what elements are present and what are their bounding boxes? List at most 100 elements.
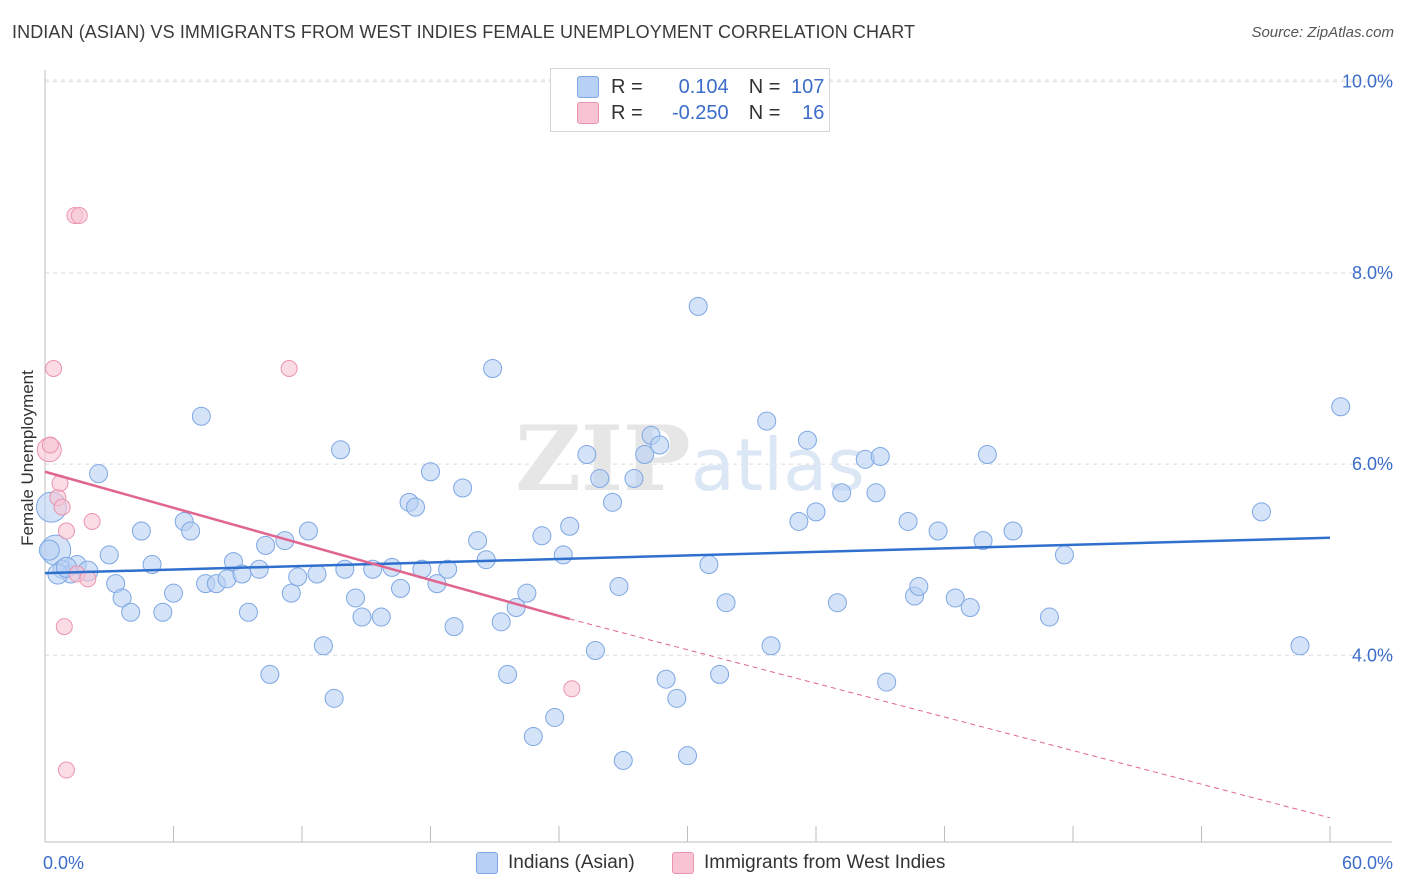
data-point-indians [789,511,809,531]
data-point-indians [688,296,708,316]
data-point-west-indies [57,522,75,540]
y-tick-label: 6.0% [1352,454,1393,474]
data-point-indians [99,545,119,565]
data-point-indians [577,445,597,465]
data-point-west-indies [53,498,71,516]
trend-line-west-indies [44,470,571,621]
trend-line-west-indies-extrapolated [569,618,1331,819]
data-point-indians [1039,607,1059,627]
data-point-indians [585,641,605,661]
data-point-indians [89,464,109,484]
data-point-indians [391,578,411,598]
data-point-indians [667,688,687,708]
data-point-indians [806,502,826,522]
data-point-indians [335,559,355,579]
data-point-indians [832,483,852,503]
source-credit: Source: ZipAtlas.com [1251,24,1394,41]
data-point-indians [928,521,948,541]
data-point-indians [352,607,372,627]
data-point-indians [313,636,333,656]
data-point-indians [710,664,730,684]
data-point-indians [346,588,366,608]
bottom-legend-indians: Indians (Asian) [476,852,635,874]
data-point-indians [870,446,890,466]
data-point-west-indies [83,512,101,530]
data-point-indians [945,588,965,608]
data-point-indians [491,612,511,632]
data-point-indians [973,531,993,551]
legend-n-label: N = [748,75,781,98]
data-point-indians [331,440,351,460]
data-point-west-indies [45,360,63,377]
data-point-indians [483,359,503,378]
data-point-indians [421,462,440,482]
x-tick-label-end: 60.0% [1342,853,1393,873]
legend-n-label: N = [748,101,781,124]
data-point-indians [1331,397,1351,417]
data-point-indians [191,406,211,426]
data-point-west-indies [55,618,73,636]
legend-row-indians: R = 0.104 N = 107 [551,75,824,99]
data-point-indians [444,617,464,637]
series-west-indies-points [36,207,581,779]
bottom-legend-label-indians: Indians (Asian) [508,852,635,873]
data-point-indians [532,526,552,546]
data-point-indians [468,531,488,551]
y-tick-label: 4.0% [1352,645,1393,665]
data-point-indians [1251,502,1271,522]
data-point-indians [609,576,629,596]
data-point-indians [238,602,258,622]
data-point-indians [256,535,276,555]
data-point-indians [324,688,344,708]
data-point-indians [656,669,676,689]
data-point-indians [977,445,997,465]
legend-n-value: 16 [802,101,825,124]
bottom-legend-label-west-indies: Immigrants from West Indies [704,852,946,873]
data-point-west-indies [57,761,75,779]
data-point-indians [650,435,670,455]
legend-r-value: 0.104 [678,75,729,98]
data-point-indians [624,468,644,488]
data-point-indians [827,593,847,613]
data-point-indians [603,492,623,512]
data-point-indians [517,583,537,603]
data-point-indians [131,521,151,541]
data-point-indians [298,521,318,541]
data-point-indians [164,583,183,603]
y-tick-label: 10.0% [1342,72,1393,92]
legend-r-label: R = [611,101,643,124]
data-point-indians [909,576,929,596]
data-point-indians [613,750,633,770]
data-point-indians [560,516,580,536]
legend-swatch-pink [577,102,599,124]
watermark: ZIPatlas [515,406,864,512]
series-indians-points [35,296,1351,770]
data-point-indians [281,583,301,603]
trend-line-indians [44,536,1331,575]
data-point-indians [121,602,141,622]
data-point-indians [453,478,473,498]
legend-r-value: -0.250 [671,101,729,124]
data-point-indians [553,545,573,565]
data-point-indians [590,468,610,488]
data-point-indians [181,521,201,541]
chart-title: INDIAN (ASIAN) VS IMMIGRANTS FROM WEST I… [12,22,916,42]
tick-labels: 4.0% 6.0% 8.0% 10.0% 0.0% 60.0% [43,72,1393,873]
legend-row-west-indies: R = -0.250 N = 16 [551,101,824,125]
data-point-west-indies [70,207,88,225]
legend-n-value: 107 [791,75,825,98]
data-point-indians [866,483,886,503]
data-point-indians [716,593,736,613]
legend-r-label: R = [611,75,643,98]
data-point-indians [678,746,697,766]
data-point-indians [1290,636,1310,656]
data-point-indians [757,411,777,431]
data-point-indians [1054,545,1074,565]
trend-lines [44,470,1331,819]
correlation-legend: R = 0.104 N = 107 R = -0.250 N = 16 [550,68,830,132]
x-tick-label-start: 0.0% [43,853,84,873]
data-point-west-indies [280,360,298,377]
data-point-west-indies [41,436,59,454]
data-point-indians [38,539,60,561]
